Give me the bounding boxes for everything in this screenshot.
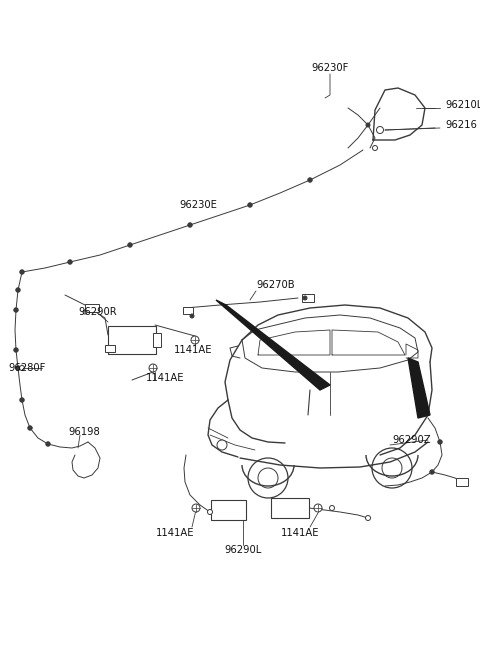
Bar <box>183 306 193 314</box>
Bar <box>108 326 156 354</box>
Circle shape <box>16 288 20 292</box>
Text: 96210L: 96210L <box>445 100 480 110</box>
Bar <box>456 478 468 486</box>
Polygon shape <box>408 358 430 418</box>
Bar <box>211 500 245 520</box>
Circle shape <box>217 440 227 450</box>
Circle shape <box>207 510 213 514</box>
Bar <box>153 333 161 347</box>
Circle shape <box>329 506 335 510</box>
Text: 96270B: 96270B <box>256 280 295 290</box>
Text: 1141AE: 1141AE <box>281 528 319 538</box>
Circle shape <box>191 336 199 344</box>
Text: 96216: 96216 <box>445 120 477 130</box>
Circle shape <box>190 314 194 318</box>
Polygon shape <box>216 300 330 390</box>
Circle shape <box>14 308 18 312</box>
Circle shape <box>83 310 87 314</box>
Circle shape <box>376 127 384 134</box>
Circle shape <box>366 123 370 127</box>
Circle shape <box>149 364 157 372</box>
Circle shape <box>303 296 307 300</box>
Bar <box>105 344 115 352</box>
Circle shape <box>188 223 192 227</box>
Text: 96290L: 96290L <box>224 545 262 555</box>
Circle shape <box>192 504 200 512</box>
Text: 1141AE: 1141AE <box>174 345 212 355</box>
Circle shape <box>68 260 72 264</box>
Text: 96198: 96198 <box>68 427 100 437</box>
Circle shape <box>248 203 252 207</box>
Circle shape <box>16 366 20 370</box>
Text: 1141AE: 1141AE <box>146 373 184 383</box>
Circle shape <box>365 516 371 520</box>
Circle shape <box>46 441 50 446</box>
Text: 96230F: 96230F <box>312 63 348 73</box>
Bar <box>271 498 309 518</box>
Text: 96290Z: 96290Z <box>392 435 431 445</box>
Circle shape <box>14 348 18 352</box>
Text: 96280F: 96280F <box>8 363 46 373</box>
Circle shape <box>438 440 442 444</box>
Circle shape <box>314 504 322 512</box>
Circle shape <box>20 270 24 274</box>
Text: 96290R: 96290R <box>78 307 117 317</box>
Circle shape <box>308 178 312 182</box>
Circle shape <box>430 470 434 474</box>
Bar <box>302 294 314 302</box>
Circle shape <box>20 365 24 371</box>
Circle shape <box>372 146 377 150</box>
Circle shape <box>20 398 24 402</box>
Circle shape <box>28 426 32 430</box>
Bar <box>85 304 99 312</box>
Text: 96230E: 96230E <box>179 200 217 210</box>
Circle shape <box>128 243 132 247</box>
Text: 1141AE: 1141AE <box>156 528 194 538</box>
